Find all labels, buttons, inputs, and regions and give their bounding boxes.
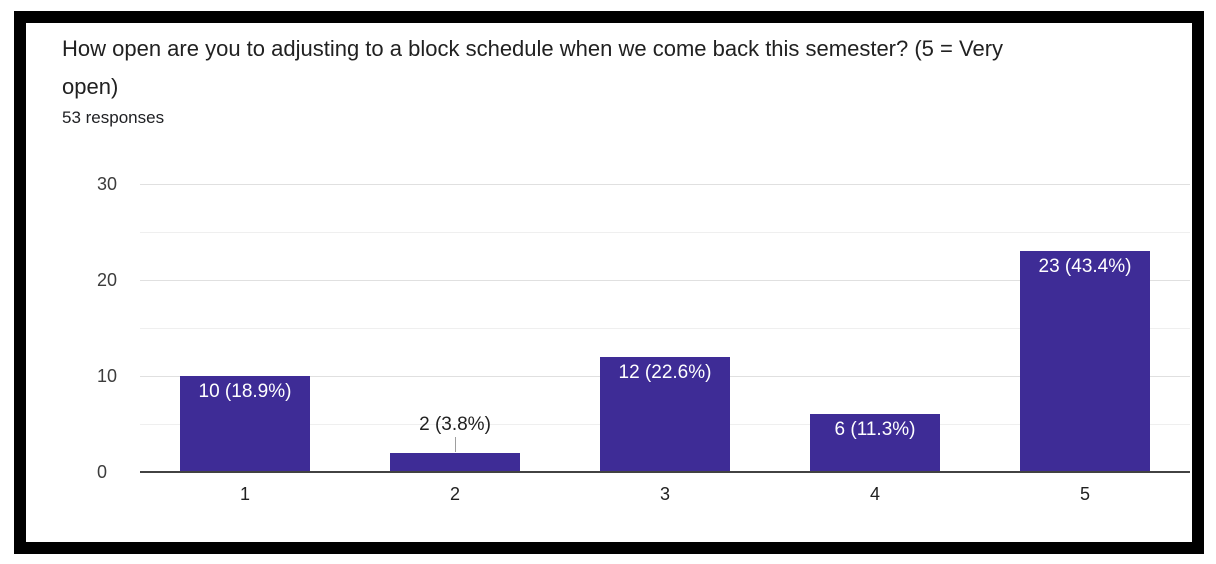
x-tick-label: 2: [449, 484, 460, 504]
x-tick-label: 3: [659, 484, 670, 504]
x-tick-label: 5: [1079, 484, 1090, 504]
bar-value-label: 2 (3.8%): [419, 413, 491, 435]
bar: [810, 414, 940, 472]
bar-value-label: 23 (43.4%): [1038, 256, 1132, 278]
bar-label-connector: [455, 436, 456, 452]
bar: [390, 452, 520, 472]
x-axis-line: [140, 471, 1190, 473]
bar-value-label: 10 (18.9%): [198, 381, 292, 402]
chart-title-line1: How open are you to adjusting to a block…: [62, 36, 1004, 61]
y-tick-label: 20: [97, 270, 118, 290]
bar-value-label: 12 (22.6%): [618, 361, 712, 383]
bar: [180, 376, 310, 472]
x-tick-label: 1: [239, 484, 250, 504]
gridline-major: [140, 279, 1190, 281]
gridline-minor: [140, 327, 1190, 329]
chart-title-line2: open): [62, 74, 119, 99]
y-tick-label: 10: [97, 366, 118, 386]
gridline-minor: [140, 231, 1190, 233]
bar-value-label: 6 (11.3%): [834, 419, 916, 441]
bar: [1020, 251, 1150, 472]
y-tick-label: 30: [97, 174, 118, 194]
gridline-major: [140, 183, 1190, 185]
x-tick-label: 4: [869, 484, 880, 504]
y-tick-label: 0: [97, 462, 108, 482]
bar: [600, 356, 730, 472]
response-count: 53 responses: [62, 108, 165, 127]
